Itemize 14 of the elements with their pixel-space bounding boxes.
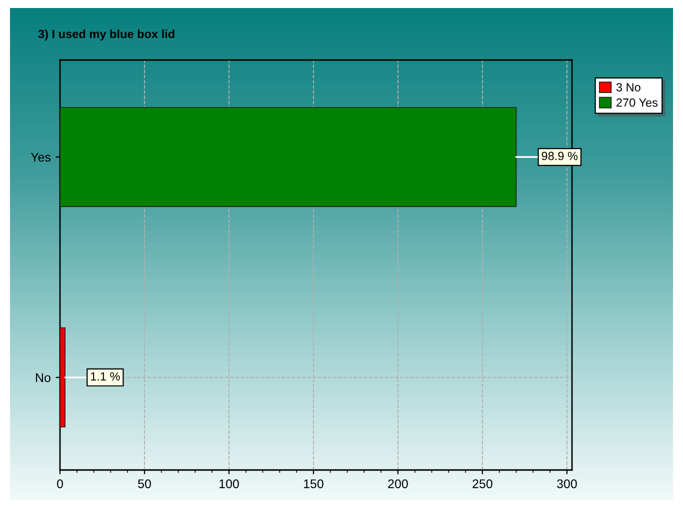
legend-label: 270 Yes xyxy=(616,98,658,107)
x-tick-label: 100 xyxy=(220,479,239,488)
annotation: 1.1 % xyxy=(90,372,120,381)
y-tick-label: No xyxy=(36,373,50,382)
chart-title: 3) I used my blue box lid xyxy=(38,30,174,40)
x-tick-label: 150 xyxy=(304,479,324,488)
legend-label: 3 No xyxy=(616,83,640,92)
y-tick-label: Yes xyxy=(30,152,51,162)
x-tick-label: 50 xyxy=(138,479,151,488)
x-tick-label: 0 xyxy=(57,479,63,488)
x-tick-label: 250 xyxy=(472,479,492,488)
x-tick-label: 300 xyxy=(556,479,577,488)
x-tick-label: 200 xyxy=(388,479,408,488)
annotation: 98.9 % xyxy=(542,152,578,160)
